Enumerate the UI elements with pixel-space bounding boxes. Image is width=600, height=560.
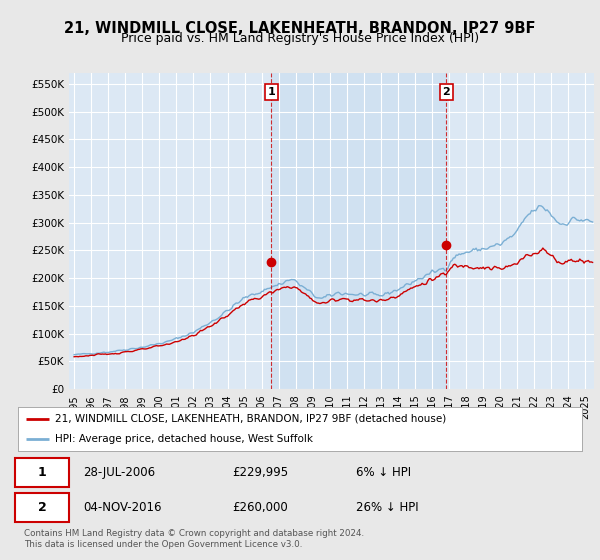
Text: 26% ↓ HPI: 26% ↓ HPI — [356, 501, 419, 515]
Text: 6% ↓ HPI: 6% ↓ HPI — [356, 466, 412, 479]
Text: 28-JUL-2006: 28-JUL-2006 — [83, 466, 155, 479]
Text: 04-NOV-2016: 04-NOV-2016 — [83, 501, 161, 515]
Text: Contains HM Land Registry data © Crown copyright and database right 2024.
This d: Contains HM Land Registry data © Crown c… — [24, 529, 364, 549]
Text: HPI: Average price, detached house, West Suffolk: HPI: Average price, detached house, West… — [55, 434, 313, 444]
Text: 1: 1 — [38, 466, 47, 479]
Text: £260,000: £260,000 — [232, 501, 288, 515]
Text: 2: 2 — [443, 87, 450, 97]
Bar — [271, 73, 446, 389]
FancyBboxPatch shape — [15, 493, 69, 522]
Text: 1: 1 — [268, 87, 275, 97]
Text: 2: 2 — [38, 501, 47, 515]
FancyBboxPatch shape — [15, 458, 69, 487]
Text: £229,995: £229,995 — [232, 466, 289, 479]
Text: 21, WINDMILL CLOSE, LAKENHEATH, BRANDON, IP27 9BF (detached house): 21, WINDMILL CLOSE, LAKENHEATH, BRANDON,… — [55, 414, 446, 424]
Text: 21, WINDMILL CLOSE, LAKENHEATH, BRANDON, IP27 9BF: 21, WINDMILL CLOSE, LAKENHEATH, BRANDON,… — [64, 21, 536, 36]
Text: Price paid vs. HM Land Registry's House Price Index (HPI): Price paid vs. HM Land Registry's House … — [121, 32, 479, 45]
